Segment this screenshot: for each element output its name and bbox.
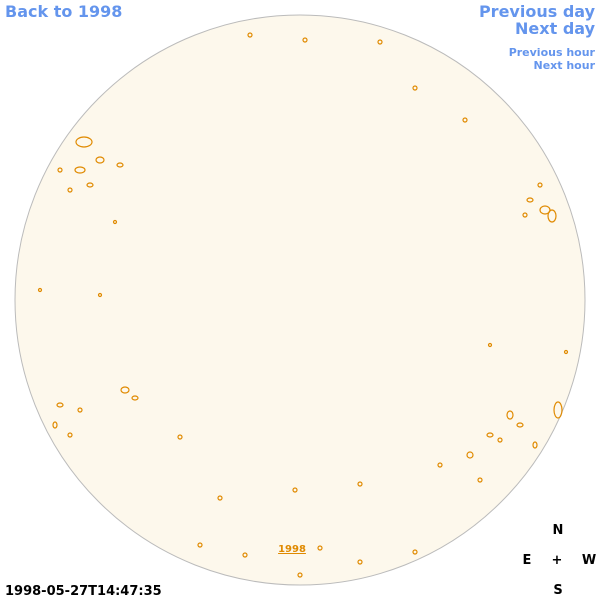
region-contour <box>177 434 183 440</box>
region-contour <box>487 342 493 348</box>
compass-east: E <box>523 553 532 568</box>
year-link[interactable]: 1998 <box>278 544 306 555</box>
region-contour <box>247 32 253 38</box>
region-contour <box>516 422 524 428</box>
region-contour <box>412 85 418 91</box>
region-contour <box>532 441 538 449</box>
region-contour <box>477 477 483 483</box>
region-contour <box>242 552 248 558</box>
region-contour <box>466 451 474 459</box>
region-contour <box>547 209 557 223</box>
region-contour <box>563 349 569 355</box>
region-contour <box>553 401 563 419</box>
region-contour <box>52 421 58 429</box>
region-contour <box>497 437 503 443</box>
region-contour <box>57 167 63 173</box>
region-contour <box>357 481 363 487</box>
region-contour <box>74 166 86 174</box>
region-contour <box>537 182 543 188</box>
region-contour <box>67 432 73 438</box>
region-contour <box>56 402 64 408</box>
region-contour <box>197 542 203 548</box>
region-contour <box>97 292 103 298</box>
region-contour <box>86 182 94 188</box>
region-contour <box>506 410 514 420</box>
region-contour <box>486 432 494 438</box>
previous-day-link[interactable]: Previous day <box>479 2 596 21</box>
region-contour <box>75 136 93 148</box>
region-contour <box>131 395 139 401</box>
region-contour <box>317 545 323 551</box>
region-contour <box>412 549 418 555</box>
region-contour <box>539 205 551 215</box>
region-contour <box>462 117 468 123</box>
region-contour <box>77 407 83 413</box>
previous-hour-link[interactable]: Previous hour <box>509 46 596 59</box>
back-link[interactable]: Back to 1998 <box>5 2 122 21</box>
compass-west: W <box>582 553 596 568</box>
region-contour <box>112 219 118 225</box>
compass-center: + <box>552 553 563 568</box>
region-contour <box>437 462 443 468</box>
region-contour <box>357 559 363 565</box>
compass-south: S <box>553 583 562 598</box>
region-contour <box>120 386 130 394</box>
region-contour <box>37 287 43 293</box>
region-contour <box>95 156 105 164</box>
active-regions <box>37 32 569 578</box>
region-contour <box>217 495 223 501</box>
region-contour <box>292 487 298 493</box>
sun-disk <box>14 14 586 586</box>
region-contour <box>302 37 308 43</box>
next-day-link[interactable]: Next day <box>515 19 596 38</box>
region-contour <box>526 197 534 203</box>
compass-north: N <box>553 523 564 538</box>
next-hour-link[interactable]: Next hour <box>534 59 596 72</box>
region-contour <box>522 212 528 218</box>
region-contour <box>116 162 124 168</box>
region-contour <box>377 39 383 45</box>
timestamp: 1998-05-27T14:47:35 <box>5 584 162 599</box>
region-contour <box>297 572 303 578</box>
region-contour <box>67 187 73 193</box>
